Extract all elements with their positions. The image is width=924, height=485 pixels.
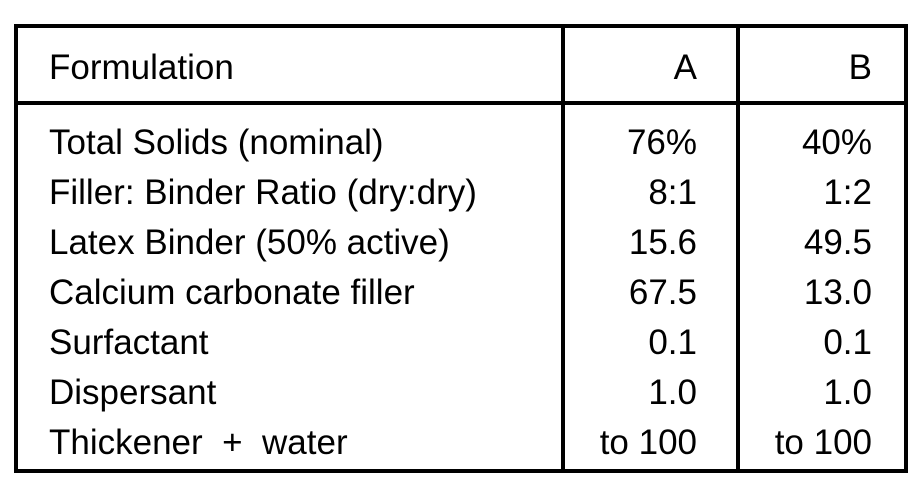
row-label: Filler: Binder Ratio (dry:dry): [49, 173, 477, 212]
row-value-b: 0.1: [823, 323, 872, 362]
row-value-b: 13.0: [803, 273, 872, 312]
column-divider-b: [736, 28, 740, 469]
header-formulation: Formulation: [49, 48, 234, 87]
header-divider: [18, 101, 904, 105]
column-divider-a: [561, 28, 565, 469]
row-label: Dispersant: [49, 373, 217, 412]
row-label: Calcium carbonate filler: [49, 273, 415, 312]
formulation-table: Formulation A B Total Solids (nominal) 7…: [14, 24, 908, 473]
row-value-a: to 100: [599, 423, 697, 462]
row-label: Latex Binder (50% active): [49, 223, 450, 262]
row-label: Thickener + water: [49, 423, 348, 462]
row-value-b: 1:2: [823, 173, 872, 212]
row-value-a: 8:1: [648, 173, 697, 212]
row-label: Total Solids (nominal): [49, 123, 384, 162]
row-value-a: 76%: [626, 123, 697, 162]
row-value-b: to 100: [774, 423, 872, 462]
header-column-b: B: [848, 48, 872, 87]
row-value-b: 49.5: [803, 223, 872, 262]
header-column-a: A: [673, 48, 697, 87]
row-value-b: 1.0: [823, 373, 872, 412]
row-value-a: 67.5: [628, 273, 697, 312]
row-label: Surfactant: [49, 323, 209, 362]
row-value-b: 40%: [801, 123, 872, 162]
row-value-a: 1.0: [648, 373, 697, 412]
row-value-a: 0.1: [648, 323, 697, 362]
row-value-a: 15.6: [628, 223, 697, 262]
